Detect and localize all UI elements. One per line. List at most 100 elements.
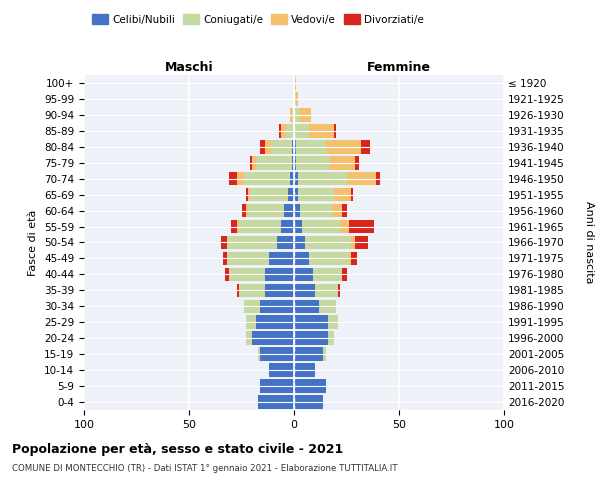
Bar	[294, 284, 315, 297]
Bar	[221, 236, 227, 250]
Bar	[301, 204, 332, 218]
Bar	[294, 380, 325, 393]
Bar	[294, 252, 309, 265]
Bar	[294, 364, 315, 377]
Bar	[279, 124, 281, 138]
Bar	[325, 140, 361, 153]
Bar	[277, 236, 294, 250]
Bar	[256, 156, 292, 170]
Bar	[294, 108, 301, 122]
Bar	[294, 332, 328, 345]
Bar	[313, 268, 342, 281]
Bar	[244, 172, 290, 186]
Y-axis label: Fasce di età: Fasce di età	[28, 210, 38, 276]
Text: Femmine: Femmine	[367, 61, 431, 74]
Bar	[246, 188, 248, 202]
Bar	[298, 188, 334, 202]
Bar	[260, 140, 265, 153]
Bar	[265, 140, 271, 153]
Bar	[342, 204, 347, 218]
Bar	[223, 252, 227, 265]
Bar	[284, 204, 294, 218]
Bar	[301, 108, 311, 122]
Bar	[340, 220, 349, 234]
Bar	[294, 268, 313, 281]
Bar	[227, 236, 277, 250]
Bar	[260, 380, 294, 393]
Bar	[292, 108, 294, 122]
Bar	[338, 284, 340, 297]
Bar	[288, 188, 294, 202]
Bar	[250, 188, 288, 202]
Bar	[294, 92, 296, 106]
Bar	[309, 124, 334, 138]
Bar	[361, 140, 370, 153]
Bar	[298, 172, 347, 186]
Text: COMUNE DI MONTECCHIO (TR) - Dati ISTAT 1° gennaio 2021 - Elaborazione TUTTITALIA: COMUNE DI MONTECCHIO (TR) - Dati ISTAT 1…	[12, 464, 398, 473]
Bar	[294, 316, 328, 329]
Bar	[305, 236, 350, 250]
Bar	[342, 268, 347, 281]
Bar	[292, 140, 294, 153]
Bar	[248, 188, 250, 202]
Bar	[328, 316, 338, 329]
Bar	[330, 156, 355, 170]
Bar	[265, 268, 294, 281]
Bar	[256, 316, 294, 329]
Bar	[269, 252, 294, 265]
Bar	[294, 156, 296, 170]
Bar	[294, 395, 323, 409]
Bar	[347, 172, 376, 186]
Bar	[332, 204, 342, 218]
Bar	[350, 188, 353, 202]
Bar	[294, 140, 296, 153]
Bar	[355, 236, 367, 250]
Bar	[294, 124, 309, 138]
Bar	[296, 140, 325, 153]
Bar	[241, 204, 246, 218]
Bar	[302, 220, 340, 234]
Bar	[259, 395, 294, 409]
Bar	[239, 284, 265, 297]
Bar	[286, 124, 294, 138]
Bar	[238, 172, 244, 186]
Bar	[294, 188, 298, 202]
Bar	[349, 252, 351, 265]
Bar	[260, 348, 294, 361]
Bar	[294, 172, 298, 186]
Bar	[248, 204, 284, 218]
Bar	[244, 300, 260, 313]
Bar	[294, 76, 296, 90]
Bar	[265, 284, 294, 297]
Bar	[350, 252, 357, 265]
Bar	[250, 156, 252, 170]
Bar	[246, 332, 252, 345]
Bar	[334, 124, 336, 138]
Bar	[323, 348, 325, 361]
Bar	[260, 300, 294, 313]
Bar	[294, 204, 301, 218]
Bar	[315, 284, 338, 297]
Bar	[229, 172, 238, 186]
Bar	[258, 348, 260, 361]
Bar	[224, 268, 229, 281]
Bar	[294, 220, 302, 234]
Bar	[350, 236, 355, 250]
Bar	[246, 316, 256, 329]
Bar	[252, 156, 256, 170]
Bar	[349, 220, 374, 234]
Bar	[290, 108, 292, 122]
Bar	[246, 204, 248, 218]
Bar	[227, 252, 269, 265]
Bar	[290, 172, 294, 186]
Bar	[294, 300, 319, 313]
Bar	[281, 220, 294, 234]
Bar	[319, 300, 336, 313]
Legend: Celibi/Nubili, Coniugati/e, Vedovi/e, Divorziati/e: Celibi/Nubili, Coniugati/e, Vedovi/e, Di…	[88, 10, 428, 29]
Bar	[355, 156, 359, 170]
Bar	[334, 188, 350, 202]
Bar	[239, 220, 281, 234]
Text: Maschi: Maschi	[164, 61, 214, 74]
Bar	[271, 140, 292, 153]
Bar	[294, 348, 323, 361]
